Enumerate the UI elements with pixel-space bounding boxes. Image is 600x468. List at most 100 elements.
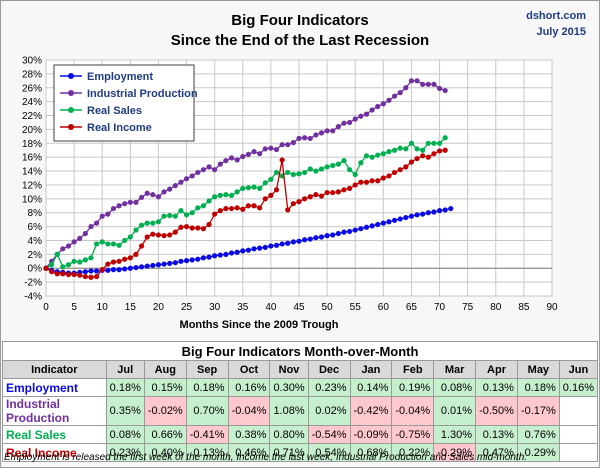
data-point	[341, 120, 347, 126]
table-cell: 0.23%	[105, 443, 145, 462]
data-point	[150, 231, 156, 237]
data-point	[369, 154, 375, 160]
data-point	[335, 230, 341, 237]
data-point	[195, 256, 201, 262]
data-point	[195, 205, 201, 211]
data-point	[167, 232, 173, 238]
data-point	[273, 242, 280, 248]
data-point	[251, 184, 257, 190]
data-point	[313, 168, 319, 174]
data-point	[397, 145, 403, 151]
data-point	[172, 183, 178, 189]
table-cell: 0.01%	[433, 396, 477, 426]
data-point	[324, 164, 330, 170]
data-point	[391, 169, 398, 176]
x-tick-label: 25	[181, 302, 193, 313]
month-column-header: Dec	[307, 360, 351, 379]
data-point	[94, 241, 100, 247]
table-row: Industrial Production 0.35% -0.02% 0.70% -0.…	[2, 396, 599, 426]
table-cell: 0.02%	[307, 396, 351, 426]
table-cell: 0.22%	[391, 443, 435, 462]
data-point	[88, 268, 94, 274]
data-point	[133, 199, 139, 205]
data-point	[77, 272, 83, 278]
data-point	[150, 192, 156, 198]
data-point	[279, 157, 285, 163]
data-point	[94, 220, 100, 226]
x-tick-label: 75	[462, 302, 474, 313]
data-point	[178, 224, 184, 230]
data-point	[155, 262, 162, 268]
data-point	[307, 194, 313, 200]
data-point	[380, 175, 386, 181]
line-chart: -4% -2% 0% 2% 4% 6% 8% 10% 12% 14% 16% 18% 20% 22% 24%…	[22, 56, 558, 332]
month-column-header: Aug	[143, 360, 187, 379]
data-point	[223, 205, 229, 212]
data-point	[285, 240, 291, 246]
indicator-column-header: Indicator	[2, 360, 107, 379]
data-point	[448, 205, 454, 212]
data-point	[375, 103, 381, 110]
data-point	[341, 187, 347, 193]
month-column-header: Jan	[349, 360, 393, 379]
x-tick-label: 70	[434, 302, 446, 313]
data-point	[206, 221, 212, 228]
data-point	[369, 223, 375, 229]
table-cell: -0.02%	[143, 396, 187, 426]
data-point	[318, 234, 325, 240]
x-tick-label: 5	[71, 302, 77, 313]
data-point	[223, 192, 229, 198]
data-point	[206, 254, 212, 260]
data-point	[167, 212, 173, 219]
y-tick-label: 18%	[22, 139, 42, 150]
month-column-header: May	[516, 360, 560, 379]
table-cell: 0.29%	[516, 443, 560, 462]
data-point	[347, 228, 353, 235]
data-point	[212, 253, 218, 259]
table-cell: -0.04%	[391, 396, 435, 426]
y-tick-label: 14%	[22, 167, 42, 178]
data-point	[133, 227, 139, 233]
data-point	[425, 81, 431, 87]
data-point	[257, 245, 263, 251]
data-point	[425, 154, 431, 160]
data-point	[380, 101, 386, 107]
data-point	[380, 151, 386, 157]
data-point	[200, 167, 207, 173]
data-point	[82, 230, 88, 237]
data-point	[403, 164, 409, 170]
data-point	[330, 128, 336, 134]
table-cell: 0.71%	[269, 443, 309, 462]
data-point	[183, 176, 190, 182]
data-point	[358, 179, 364, 185]
data-point	[144, 220, 150, 226]
data-point	[347, 119, 353, 126]
data-point	[161, 213, 167, 219]
data-point	[268, 176, 274, 182]
data-point	[161, 233, 167, 239]
site-name: dshort.com	[526, 10, 586, 22]
chart-subtitle: Since the End of the Last Recession	[170, 32, 430, 49]
data-point	[363, 179, 370, 185]
table-cell: 0.54%	[307, 443, 351, 462]
data-point	[296, 238, 302, 244]
data-point	[82, 269, 88, 275]
x-tick-label: 85	[518, 302, 530, 313]
month-over-month-table-wrap: Big Four Indicators Month-over-Month Ind…	[2, 341, 599, 462]
indicator-label: Employment	[2, 378, 107, 397]
table-cell: 0.30%	[269, 378, 309, 397]
x-tick-label: 20	[153, 302, 165, 313]
data-point	[105, 211, 111, 217]
y-tick-label: 20%	[22, 125, 42, 136]
data-point	[290, 201, 296, 207]
data-point	[94, 273, 100, 280]
data-point	[318, 193, 325, 199]
y-tick-label: 30%	[22, 56, 42, 67]
data-point	[313, 192, 319, 198]
data-point	[386, 219, 392, 225]
data-point	[442, 207, 448, 213]
data-point	[380, 220, 386, 226]
data-point	[122, 201, 128, 207]
legend-label: Real Income	[87, 122, 152, 134]
month-column-header: Feb	[391, 360, 435, 379]
